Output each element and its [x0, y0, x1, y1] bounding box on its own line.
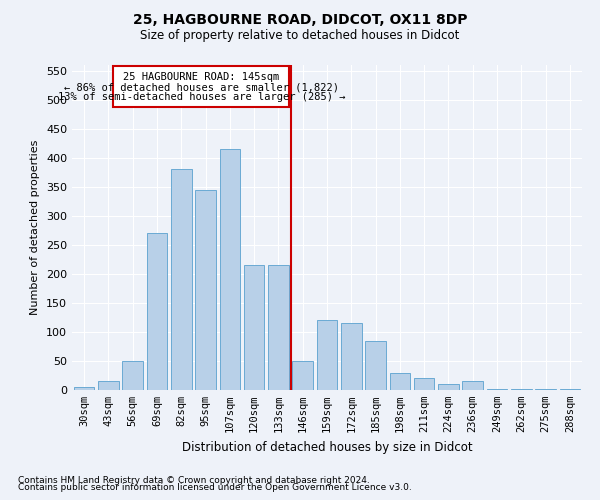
- Bar: [365, 340, 386, 390]
- X-axis label: Distribution of detached houses by size in Didcot: Distribution of detached houses by size …: [182, 440, 472, 454]
- Text: Contains public sector information licensed under the Open Government Licence v3: Contains public sector information licen…: [18, 484, 412, 492]
- Bar: [292, 361, 313, 390]
- Bar: [268, 265, 289, 390]
- Text: 13% of semi-detached houses are larger (285) →: 13% of semi-detached houses are larger (…: [58, 92, 345, 102]
- Bar: [438, 384, 459, 390]
- Bar: [341, 324, 362, 390]
- Bar: [113, 66, 289, 107]
- Bar: [389, 372, 410, 390]
- Y-axis label: Number of detached properties: Number of detached properties: [31, 140, 40, 315]
- Bar: [317, 320, 337, 390]
- Bar: [244, 265, 265, 390]
- Bar: [171, 170, 191, 390]
- Bar: [146, 234, 167, 390]
- Text: ← 86% of detached houses are smaller (1,822): ← 86% of detached houses are smaller (1,…: [64, 82, 339, 92]
- Text: 25 HAGBOURNE ROAD: 145sqm: 25 HAGBOURNE ROAD: 145sqm: [123, 72, 280, 82]
- Bar: [511, 389, 532, 390]
- Bar: [74, 387, 94, 390]
- Text: Contains HM Land Registry data © Crown copyright and database right 2024.: Contains HM Land Registry data © Crown c…: [18, 476, 370, 485]
- Bar: [220, 149, 240, 390]
- Bar: [98, 382, 119, 390]
- Text: 25, HAGBOURNE ROAD, DIDCOT, OX11 8DP: 25, HAGBOURNE ROAD, DIDCOT, OX11 8DP: [133, 12, 467, 26]
- Bar: [463, 382, 483, 390]
- Bar: [560, 389, 580, 390]
- Bar: [487, 389, 508, 390]
- Bar: [535, 389, 556, 390]
- Text: Size of property relative to detached houses in Didcot: Size of property relative to detached ho…: [140, 28, 460, 42]
- Bar: [195, 190, 216, 390]
- Bar: [414, 378, 434, 390]
- Bar: [122, 361, 143, 390]
